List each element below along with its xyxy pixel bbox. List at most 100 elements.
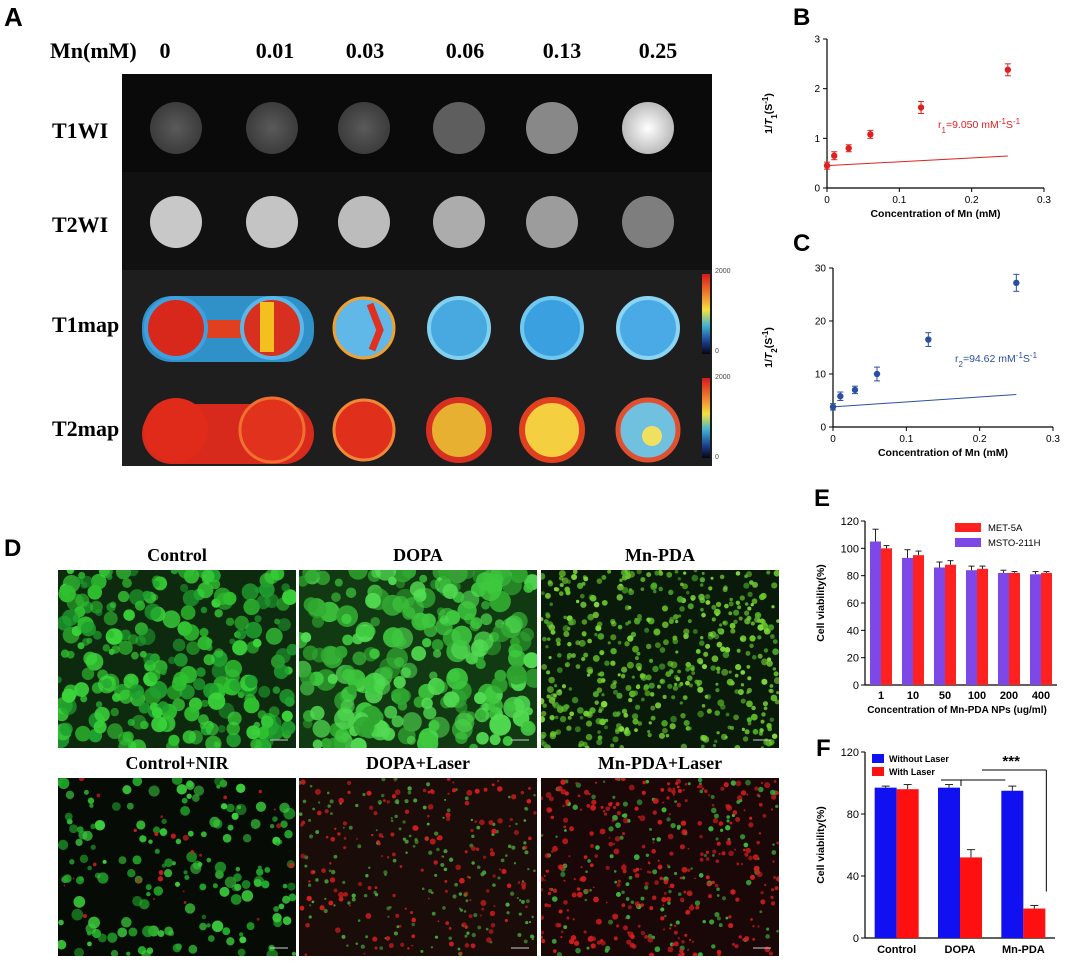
red-cell: [158, 870, 164, 875]
red-cell: [565, 799, 570, 804]
green-cell: [640, 577, 646, 583]
green-cell: [720, 828, 724, 832]
green-cell: [564, 829, 567, 832]
green-cell: [658, 663, 666, 670]
red-cell: [735, 817, 741, 822]
green-cell: [653, 589, 657, 594]
red-cell: [324, 809, 329, 814]
green-cell: [465, 899, 469, 903]
red-cell: [541, 915, 545, 920]
green-cell: [696, 679, 703, 686]
red-cell: [771, 794, 777, 800]
x-tick-label: 200: [1000, 690, 1018, 702]
green-cell: [541, 739, 545, 746]
green-cell: [90, 844, 96, 850]
red-cell: [730, 889, 736, 895]
conc-4: 0.13: [542, 38, 582, 63]
green-cell: [587, 613, 595, 621]
green-cell: [746, 665, 751, 669]
green-cell: [541, 715, 546, 723]
green-cell: [666, 571, 673, 578]
green-cell: [559, 582, 564, 588]
green-cell: [58, 939, 67, 950]
y-tick-label: 80: [847, 571, 859, 583]
green-cell: [264, 570, 280, 584]
green-cell: [550, 629, 556, 635]
red-cell: [600, 805, 604, 809]
green-cell: [715, 666, 721, 672]
green-cell: [775, 804, 779, 809]
green-cell: [422, 638, 432, 648]
green-cell: [475, 658, 486, 670]
green-cell: [669, 923, 673, 927]
red-cell: [199, 853, 203, 857]
x-tick-label: 400: [1032, 690, 1050, 702]
red-cell: [712, 849, 717, 854]
green-cell: [701, 704, 706, 708]
x-axis-label: Concentration of Mn (mM): [870, 208, 1000, 220]
green-cell: [145, 884, 152, 891]
green-cell: [90, 573, 107, 590]
green-cell: [175, 838, 182, 845]
red-cell: [654, 880, 659, 885]
green-cell: [734, 744, 741, 748]
green-cell: [442, 583, 458, 600]
green-cell: [553, 693, 557, 698]
green-cell: [523, 939, 528, 944]
x-tick-label: 100: [968, 690, 986, 702]
red-cell: [669, 851, 674, 856]
green-cell: [75, 593, 90, 608]
red-cell: [731, 942, 735, 946]
red-cell: [533, 811, 537, 815]
green-cell: [557, 653, 562, 658]
green-cell: [163, 869, 173, 878]
green-cell: [691, 671, 696, 675]
green-cell: [311, 615, 324, 628]
green-cell: [209, 816, 221, 828]
red-cell: [523, 845, 528, 850]
green-cell: [725, 825, 731, 831]
red-cell: [588, 792, 591, 796]
red-cell: [374, 886, 378, 890]
red-cell: [411, 917, 416, 923]
green-cell: [759, 618, 765, 624]
green-cell: [402, 820, 406, 824]
red-cell: [699, 857, 704, 862]
green-cell: [134, 600, 146, 611]
red-cell: [621, 903, 626, 908]
green-cell: [625, 684, 632, 692]
red-cell: [703, 789, 708, 793]
green-cell: [471, 861, 475, 865]
red-cell: [378, 833, 383, 838]
green-cell: [351, 897, 356, 902]
green-cell: [733, 609, 740, 616]
red-cell: [464, 943, 470, 948]
green-cell: [616, 711, 621, 716]
green-cell: [630, 631, 637, 638]
green-cell: [772, 667, 777, 671]
red-cell: [78, 778, 85, 782]
green-cell: [521, 721, 533, 733]
red-cell: [190, 849, 195, 854]
red-cell: [552, 949, 557, 953]
green-cell: [687, 782, 691, 786]
green-cell: [384, 705, 398, 719]
green-cell: [142, 925, 154, 938]
green-cell: [660, 679, 664, 683]
green-cell: [458, 907, 461, 910]
green-cell: [687, 619, 692, 624]
green-cell: [80, 621, 96, 637]
green-cell: [412, 844, 416, 848]
red-cell: [694, 877, 696, 880]
red-cell: [672, 793, 675, 796]
green-cell: [617, 624, 623, 630]
green-cell: [88, 916, 101, 929]
red-cell: [697, 821, 703, 826]
red-cell: [640, 868, 642, 871]
green-cell: [616, 692, 623, 699]
green-cell: [346, 944, 349, 947]
fit-line: [826, 155, 1008, 167]
red-cell: [580, 876, 587, 882]
green-cell: [693, 570, 698, 573]
red-cell: [485, 889, 490, 893]
